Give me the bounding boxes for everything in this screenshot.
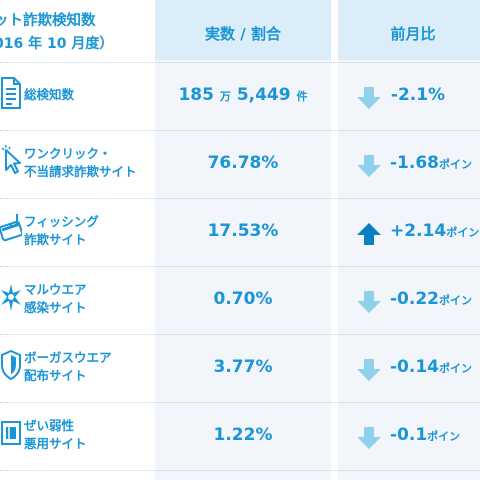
change-value: -2.1% <box>390 85 446 105</box>
row-change: +2.14ポイン <box>390 221 479 241</box>
change-value: -0.22 <box>390 289 439 309</box>
row-label: ボーガスウエア 配布サイト <box>24 349 112 385</box>
row-change: -0.22ポイン <box>390 289 472 309</box>
row-divider <box>0 62 480 63</box>
row-label-line: ワンクリック・ <box>24 146 112 161</box>
change-value: +2.14 <box>390 221 447 241</box>
arrow-down-icon <box>357 359 381 381</box>
change-unit: ポイン <box>439 158 472 171</box>
arrow-down-icon <box>357 155 381 177</box>
row-divider <box>0 198 480 199</box>
vulnerable-window-icon <box>1 421 21 445</box>
row-value: 1.22% <box>213 425 273 445</box>
change-unit: ポイン <box>427 430 461 443</box>
row-label: フィッシング 詐欺サイト <box>24 213 99 249</box>
row-label: ワンクリック・ 不当請求詐欺サイト <box>24 145 137 181</box>
row-divider <box>0 130 480 131</box>
row-label: ぜい弱性 悪用サイト <box>24 417 87 453</box>
table-row-total: 総検知数 185 万 5,449 件 -2.1% <box>0 62 480 130</box>
row-label-line: 詐欺サイト <box>24 232 87 247</box>
row-label-line: 不当請求詐欺サイト <box>24 164 137 179</box>
change-column-background <box>338 0 480 480</box>
change-value: -0.1 <box>390 425 428 445</box>
row-label-line: フィッシング <box>24 214 99 229</box>
arrow-down-icon <box>357 291 381 313</box>
value-number: 5,449 <box>236 85 291 105</box>
table-row-bogusware: ボーガスウエア 配布サイト 3.77% -0.14ポイン <box>0 334 480 402</box>
row-value: 0.70% <box>213 289 273 309</box>
change-column-header: 前月比 <box>390 25 436 43</box>
row-divider <box>0 334 480 335</box>
arrow-down-icon <box>357 427 381 449</box>
row-change: -1.68ポイン <box>390 153 472 173</box>
table-row-one-click-fraud: ワンクリック・ 不当請求詐欺サイト 76.78% -1.68ポイン <box>0 130 480 198</box>
table-row-phishing: フィッシング 詐欺サイト 17.53% +2.14ポイン <box>0 198 480 266</box>
malware-star-icon <box>1 284 21 311</box>
row-change: -0.1ポイン <box>390 425 460 445</box>
change-column-header-background <box>338 0 480 60</box>
shield-icon <box>0 349 21 381</box>
value-column-header-background <box>155 0 331 60</box>
document-list-icon <box>1 77 21 109</box>
change-unit: ポイン <box>439 362 472 375</box>
row-change: -2.1% <box>338 85 480 105</box>
row-divider <box>0 266 480 267</box>
value-number: 185 <box>178 85 214 105</box>
row-label: 総検知数 <box>24 86 74 104</box>
row-label-line: 悪用サイト <box>24 436 87 451</box>
row-divider <box>0 402 480 403</box>
arrow-down-icon <box>357 87 381 109</box>
row-label-line: 感染サイト <box>24 300 87 315</box>
row-label-line: ボーガスウエア <box>24 350 112 365</box>
row-value: 17.53% <box>207 221 279 241</box>
row-label-line: 総検知数 <box>24 87 75 102</box>
click-cursor-icon <box>1 145 21 174</box>
row-label-line: 配布サイト <box>24 368 87 383</box>
row-value: 185 万 5,449 件 <box>155 85 331 105</box>
change-value: -1.68 <box>390 153 439 173</box>
row-value: 76.78% <box>207 153 279 173</box>
value-column-background <box>155 0 331 480</box>
row-label-line: ぜい弱性 <box>24 418 75 433</box>
value-unit: 件 <box>296 90 308 103</box>
value-unit: 万 <box>219 90 231 103</box>
value-column-header: 実数 / 割合 <box>205 25 281 43</box>
table-row-malware: マルウエア 感染サイト 0.70% -0.22ポイン <box>0 266 480 334</box>
row-label-line: マルウエア <box>24 282 87 297</box>
table-row-vulnerability: ぜい弱性 悪用サイト 1.22% -0.1ポイン <box>0 402 480 470</box>
row-change: -0.14ポイン <box>390 357 472 377</box>
change-value: -0.14 <box>390 357 439 377</box>
row-divider <box>0 470 480 471</box>
table-title: ット詐欺検知数 <box>0 13 96 29</box>
table-period: 016 年 10 月度） <box>0 36 114 52</box>
row-label: マルウエア 感染サイト <box>24 281 87 317</box>
fishing-hook-card-icon <box>0 214 22 242</box>
arrow-up-icon <box>357 223 381 245</box>
change-unit: ポイン <box>439 294 472 307</box>
change-unit: ポイン <box>446 226 480 239</box>
row-value: 3.77% <box>213 357 273 377</box>
